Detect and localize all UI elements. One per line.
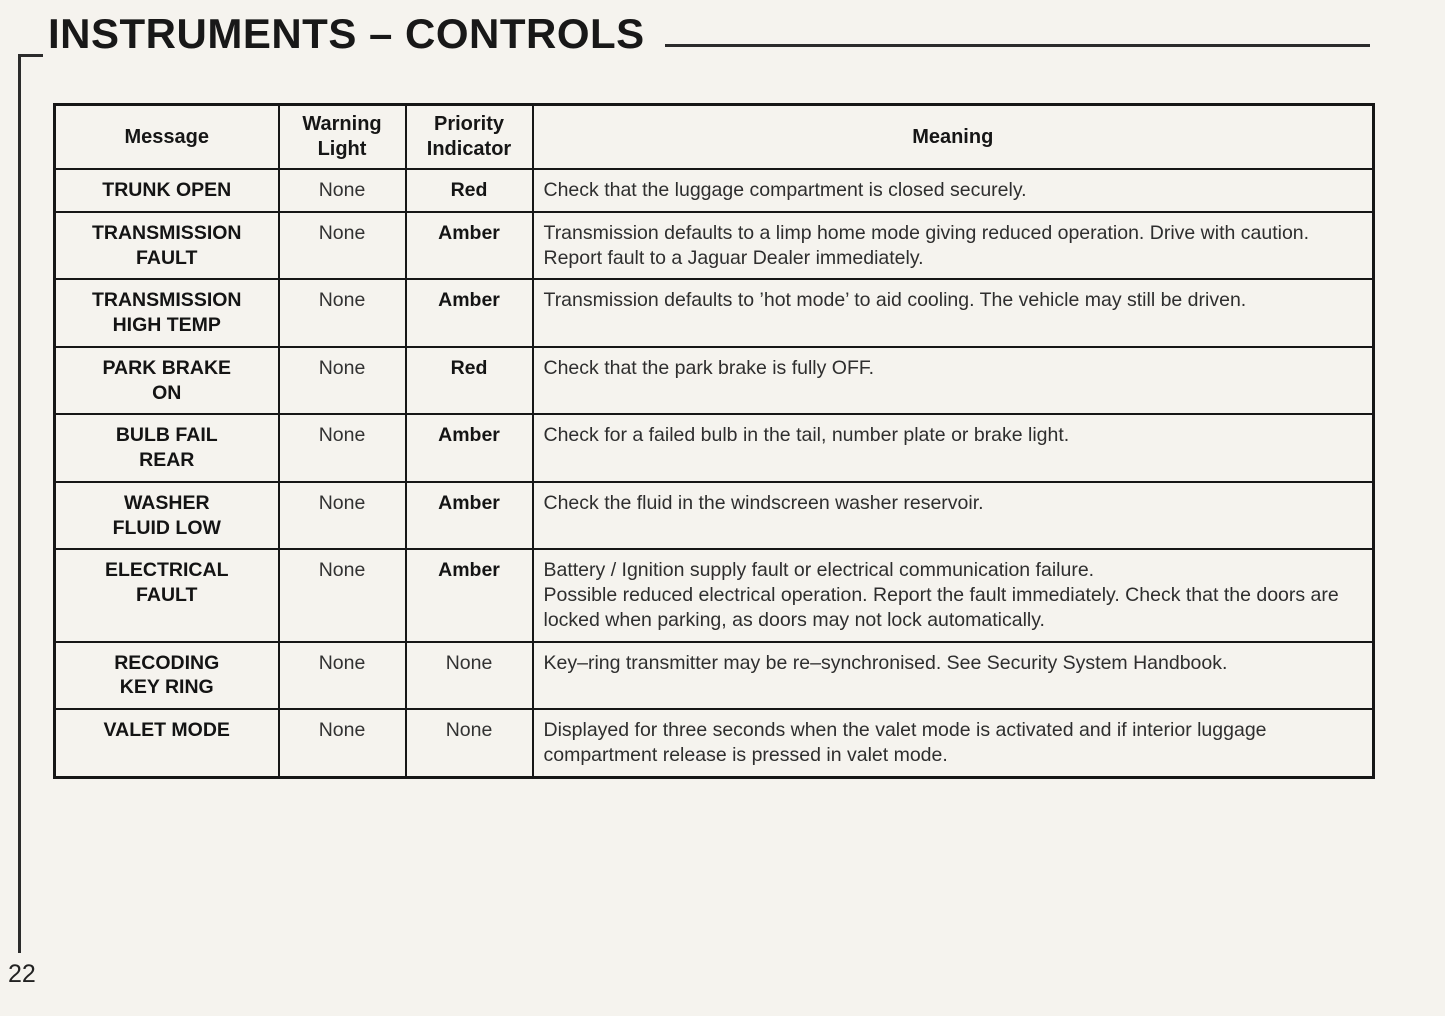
warning-light-cell: None xyxy=(277,480,407,551)
page-number: 22 xyxy=(8,960,36,988)
message-cell: TRUNK OPEN xyxy=(53,168,280,213)
table-row: ELECTRICAL FAULT None Amber Battery / Ignit… xyxy=(53,548,1375,643)
priority-indicator-cell: Red xyxy=(404,168,534,213)
table-header-row: Message Warning Light Priority Indicator… xyxy=(53,103,1375,170)
message-cell: TRANSMISSION HIGH TEMP xyxy=(53,278,280,348)
meaning-cell: Transmission defaults to a limp home mod… xyxy=(531,210,1375,281)
table-row: RECODING KEY RING None None Key–ring transm… xyxy=(53,640,1375,710)
table-row: TRANSMISSION HIGH TEMP None Amber Transmiss… xyxy=(53,278,1375,348)
meaning-cell: Check that the luggage compartment is cl… xyxy=(531,168,1375,213)
title-rule xyxy=(664,44,1370,48)
meaning-cell: Check that the park brake is fully OFF. xyxy=(531,345,1375,416)
priority-indicator-cell: Amber xyxy=(404,278,534,348)
message-cell: BULB FAIL REAR xyxy=(53,413,280,483)
meaning-cell: Battery / Ignition supply fault or elect… xyxy=(531,548,1375,643)
page-header: INSTRUMENTS – CONTROLS xyxy=(48,10,1370,57)
column-header-warning-light: Warning Light xyxy=(277,103,407,170)
column-header-message: Message xyxy=(53,103,280,170)
priority-indicator-cell: Amber xyxy=(404,548,534,643)
priority-indicator-cell: Red xyxy=(404,345,534,416)
message-cell: PARK BRAKE ON xyxy=(53,345,280,416)
priority-indicator-cell: Amber xyxy=(404,210,534,281)
messages-table: Message Warning Light Priority Indicator… xyxy=(53,103,1375,779)
message-cell: VALET MODE xyxy=(53,708,280,778)
meaning-cell: Displayed for three seconds when the val… xyxy=(531,708,1375,778)
priority-indicator-cell: Amber xyxy=(404,413,534,483)
warning-light-cell: None xyxy=(277,413,407,483)
table-row: TRUNK OPEN None Red Check that the luggage … xyxy=(53,168,1375,213)
warning-light-cell: None xyxy=(277,278,407,348)
meaning-cell: Check for a failed bulb in the tail, num… xyxy=(531,413,1375,483)
message-cell: TRANSMISSION FAULT xyxy=(53,210,280,281)
table-row: WASHER FLUID LOW None Amber Check the fluid… xyxy=(53,480,1375,551)
message-cell: RECODING KEY RING xyxy=(53,640,280,710)
column-header-priority-indicator: Priority Indicator xyxy=(404,103,534,170)
warning-light-cell: None xyxy=(277,548,407,643)
table-body: TRUNK OPEN None Red Check that the luggage … xyxy=(53,168,1375,778)
column-header-meaning: Meaning xyxy=(531,103,1375,170)
message-cell: WASHER FLUID LOW xyxy=(53,480,280,551)
table-row: VALET MODE None None Displayed for three se… xyxy=(53,708,1375,778)
message-cell: ELECTRICAL FAULT xyxy=(53,548,280,643)
table-row: BULB FAIL REAR None Amber Check for a faile… xyxy=(53,413,1375,483)
left-bracket-rule xyxy=(18,54,43,953)
meaning-cell: Transmission defaults to ’hot mode’ to a… xyxy=(531,278,1375,348)
priority-indicator-cell: None xyxy=(404,708,534,778)
warning-light-cell: None xyxy=(277,708,407,778)
table-row: PARK BRAKE ON None Red Check that the park … xyxy=(53,345,1375,416)
meaning-cell: Check the fluid in the windscreen washer… xyxy=(531,480,1375,551)
priority-indicator-cell: Amber xyxy=(404,480,534,551)
warning-light-cell: None xyxy=(277,210,407,281)
page-title: INSTRUMENTS – CONTROLS xyxy=(48,10,645,57)
warning-light-cell: None xyxy=(277,168,407,213)
table-header: Message Warning Light Priority Indicator… xyxy=(53,103,1375,170)
warning-light-cell: None xyxy=(277,345,407,416)
priority-indicator-cell: None xyxy=(404,640,534,710)
meaning-cell: Key–ring transmitter may be re–synchroni… xyxy=(531,640,1375,710)
warning-light-cell: None xyxy=(277,640,407,710)
table-row: TRANSMISSION FAULT None Amber Transmission … xyxy=(53,210,1375,281)
